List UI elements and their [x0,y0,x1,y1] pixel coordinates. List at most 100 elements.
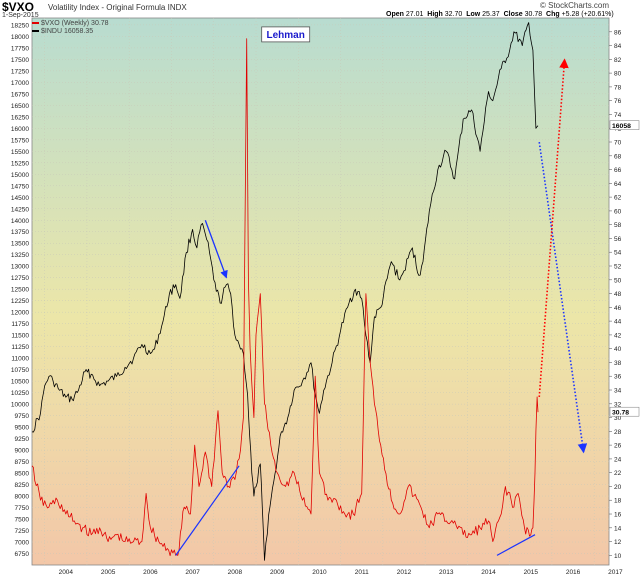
close-value: 30.78 [524,11,543,18]
left-tick-label: 16500 [11,103,29,110]
x-tick-label: 2006 [143,569,158,576]
quote-summary: Open 27.01 High 32.70 Low 25.37 Close 30… [386,11,614,18]
left-tick-label: 11500 [11,333,29,340]
left-tick-label: 8000 [15,494,30,501]
left-tick-label: 12250 [11,298,29,305]
last-value-labels: 16058 30.78 [609,120,640,417]
left-tick-label: 7500 [15,517,30,524]
chg-label: Chg [546,11,560,18]
right-tick-label: 28 [614,429,622,436]
legend-entry-indu: $INDU 16058.35 [32,28,93,35]
trendline-vxo-2007 [175,465,240,556]
right-tick-label: 42 [614,332,622,339]
left-tick-label: 6750 [15,551,30,558]
left-tick-label: 17000 [11,80,29,87]
annotation-lehman: Lehman [267,30,305,41]
right-tick-label: 36 [614,374,622,381]
legend-swatch-vxo [32,22,39,25]
right-tick-label: 18 [614,498,622,505]
annotations: Lehman [261,26,311,43]
left-tick-label: 10250 [11,390,29,397]
open-label: Open [386,11,404,18]
last-label-vxo-box [609,406,640,417]
right-tick-label: 62 [614,195,622,202]
series-layer [31,22,539,561]
left-tick-label: 14000 [11,218,29,225]
right-tick-label: 34 [614,388,622,395]
right-tick-label: 24 [614,456,622,463]
left-tick-label: 11750 [11,321,29,328]
left-tick-label: 10000 [11,402,29,409]
left-tick-label: 15500 [11,149,29,156]
right-tick-label: 20 [614,484,622,491]
left-tick-label: 16750 [11,91,29,98]
legend-label-indu: $INDU 16058.35 [41,28,94,35]
left-tick-label: 14500 [11,195,29,202]
right-tick-label: 58 [614,222,622,229]
left-tick-label: 10500 [11,379,29,386]
right-tick-label: 56 [614,236,622,243]
right-tick-label: 12 [614,539,622,546]
x-tick-label: 2008 [228,569,243,576]
right-tick-label: 30 [614,415,622,422]
series-line-vxo [31,38,539,557]
left-tick-label: 12500 [11,287,29,294]
grid [32,18,609,565]
left-tick-label: 13750 [11,229,29,236]
right-tick-label: 68 [614,153,622,160]
right-axis: 10 12 14 16 18 20 22 24 26 28 30 32 34 36 38 40 42 44 46 48… [609,29,622,560]
right-tick-label: 64 [614,181,622,188]
x-tick-label: 2011 [355,569,369,576]
left-tick-label: 10750 [11,367,29,374]
right-tick-label: 78 [614,84,622,91]
x-tick-label: 2005 [101,569,116,576]
series-line-indu [31,22,539,561]
right-tick-label: 50 [614,277,622,284]
left-tick-label: 12000 [11,310,29,317]
high-label: High [427,11,443,18]
left-tick-label: 11250 [11,344,29,351]
left-axis: 6750 7000 7250 7500 7750 8000 8250 8500 8750 9000… [11,22,29,558]
left-tick-label: 15000 [11,172,29,179]
chg-value: +5.28 (+20.61%) [561,11,614,18]
brand-watermark: © StockCharts.com [540,1,610,10]
chart-date: 1-Sep-2015 [2,12,39,19]
left-tick-label: 7250 [15,528,30,535]
left-tick-label: 7750 [15,505,30,512]
left-tick-label: 13500 [11,241,29,248]
left-tick-label: 16000 [11,126,29,133]
left-tick-label: 8750 [15,459,30,466]
left-tick-label: 7000 [15,540,30,547]
low-label: Low [466,11,481,18]
x-tick-label: 2010 [312,569,327,576]
left-tick-label: 9250 [15,436,30,443]
right-tick-label: 46 [614,305,622,312]
left-tick-label: 9000 [15,448,30,455]
trendline-vxo-2015 [496,534,536,556]
left-tick-label: 14750 [11,183,29,190]
left-tick-label: 12750 [11,275,29,282]
right-tick-label: 84 [614,43,622,50]
right-tick-label: 40 [614,346,622,353]
high-value: 32.70 [444,11,463,18]
left-tick-label: 11000 [11,356,29,363]
right-tick-label: 48 [614,291,622,298]
left-tick-label: 18250 [11,22,29,29]
x-tick-label: 2009 [270,569,285,576]
x-tick-label: 2014 [481,569,496,576]
right-tick-label: 60 [614,208,622,215]
left-tick-label: 17250 [11,68,29,75]
symbol-title: $VXO [2,0,35,14]
right-tick-label: 80 [614,71,622,78]
low-value: 25.37 [482,11,500,18]
left-tick-label: 15750 [11,137,29,144]
last-label-vxo: 30.78 [612,410,629,417]
left-tick-label: 15250 [11,160,29,167]
right-tick-label: 70 [614,140,622,147]
right-tick-label: 38 [614,360,622,367]
left-tick-label: 18000 [11,34,29,41]
x-axis: 2004 2005 2006 2007 2008 2009 2010 2011 2012 2013… [59,569,623,576]
symbol-description: Volatility Index - Original Formula INDX [48,3,187,12]
left-tick-label: 13250 [11,252,29,259]
